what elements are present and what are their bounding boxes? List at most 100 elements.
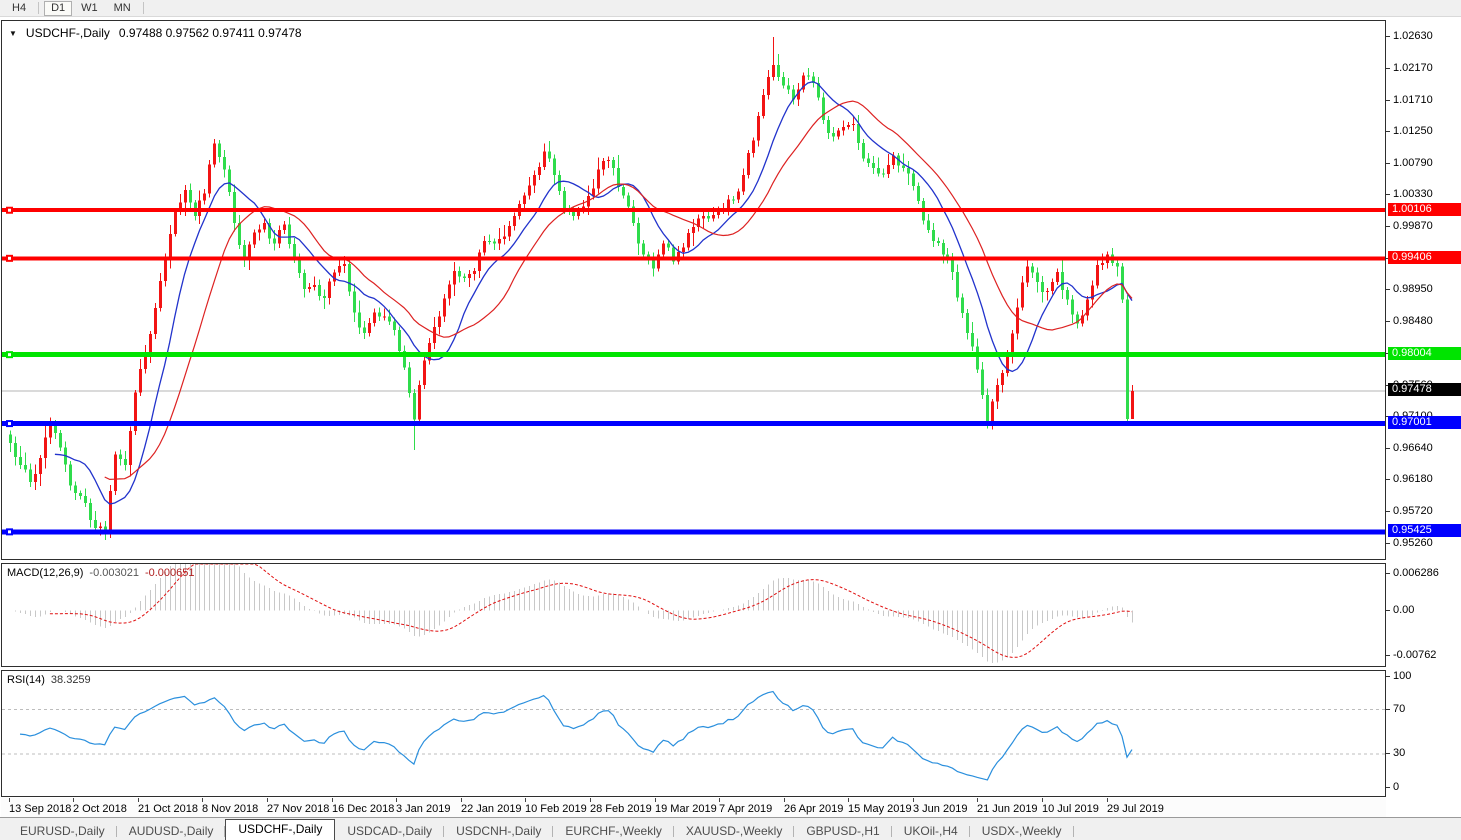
chart-title: ▼ USDCHF-,Daily 0.97488 0.97562 0.97411 … — [9, 26, 302, 40]
date-label-21-oct-2018: 21 Oct 2018 — [138, 803, 198, 815]
chart-area[interactable]: ▼ USDCHF-,Daily 0.97488 0.97562 0.97411 … — [0, 17, 1461, 818]
price-badge-0.97478: 0.97478 — [1388, 383, 1461, 396]
rsi-panel[interactable]: RSI(14) 38.3259 — [1, 670, 1386, 797]
date-label-2-oct-2018: 2 Oct 2018 — [73, 803, 127, 815]
price-chart-canvas[interactable] — [2, 21, 1385, 559]
timeframe-button-d1[interactable]: D1 — [44, 0, 73, 16]
macd-tick-0.00-tick — [1386, 610, 1390, 611]
date-tick-28-feb-2019 — [590, 798, 591, 802]
rsi-tick-30: 30 — [1393, 747, 1406, 759]
date-label-28-feb-2019: 28 Feb 2019 — [590, 803, 652, 815]
date-label-16-dec-2018: 16 Dec 2018 — [332, 803, 395, 815]
price-tick-1.02630-tick — [1386, 36, 1390, 37]
date-tick-7-apr-2019 — [719, 798, 720, 802]
date-label-7-apr-2019: 7 Apr 2019 — [719, 803, 773, 815]
hline-marker-center — [8, 422, 11, 426]
rsi-line — [19, 690, 1133, 781]
hline-0.98004[interactable] — [2, 352, 1385, 358]
hline-1.00106[interactable] — [2, 208, 1385, 213]
chart-symbol-label: USDCHF-,Daily — [25, 26, 110, 40]
date-label-10-feb-2019: 10 Feb 2019 — [525, 803, 587, 815]
timeframe-button-h4[interactable]: H4 — [12, 1, 27, 14]
tab-gbpusd-h1[interactable]: GBPUSD-,H1 — [794, 823, 893, 840]
hline-0.99406[interactable] — [2, 256, 1385, 261]
hline-marker-center — [8, 208, 11, 212]
chart-menu-icon[interactable]: ▼ — [9, 28, 17, 38]
tab-eurusd-daily[interactable]: EURUSD-,Daily — [8, 823, 117, 840]
tab-ukoil-h4[interactable]: UKOil-,H4 — [892, 823, 970, 840]
price-tick-0.99870: 0.99870 — [1393, 220, 1433, 232]
rsi-canvas[interactable] — [2, 671, 1385, 796]
date-label-13-sep-2018: 13 Sep 2018 — [9, 803, 72, 815]
date-label-8-nov-2018: 8 Nov 2018 — [202, 803, 259, 815]
date-tick-15-may-2019 — [848, 798, 849, 802]
date-label-26-apr-2019: 26 Apr 2019 — [784, 803, 844, 815]
macd-value-main: -0.003021 — [89, 567, 139, 579]
hline-0.95425[interactable] — [2, 529, 1385, 535]
rsi-tick-0: 0 — [1393, 781, 1400, 793]
price-badge-0.99406: 0.99406 — [1388, 251, 1461, 264]
macd-name: MACD(12,26,9) — [7, 567, 84, 579]
date-label-19-mar-2019: 19 Mar 2019 — [655, 803, 717, 815]
price-axis[interactable] — [1387, 17, 1461, 798]
date-axis[interactable]: 13 Sep 2018 2 Oct 2018 21 Oct 2018 8 Nov 20… — [1, 798, 1386, 818]
rsi-name: RSI(14) — [7, 674, 45, 686]
macd-tick-0.006286-tick — [1386, 573, 1390, 574]
tab-xauusd-weekly[interactable]: XAUUSD-,Weekly — [674, 823, 795, 840]
price-tick-1.01250-tick — [1386, 131, 1390, 132]
date-tick-22-jan-2019 — [461, 798, 462, 802]
timeframe-button-mn[interactable]: MN — [113, 1, 131, 14]
price-tick-0.95260: 0.95260 — [1393, 537, 1433, 549]
toolbar-separator — [38, 2, 40, 14]
date-tick-21-jun-2019 — [977, 798, 978, 802]
price-tick-1.00330-tick — [1386, 194, 1390, 195]
tab-usdx-weekly[interactable]: USDX-,Weekly — [970, 823, 1074, 840]
date-label-10-jul-2019: 10 Jul 2019 — [1042, 803, 1099, 815]
hline-marker-center — [8, 256, 11, 260]
rsi-tick-70-tick — [1386, 709, 1390, 710]
rsi-tick-100: 100 — [1393, 670, 1412, 682]
price-tick-1.02630: 1.02630 — [1393, 30, 1433, 42]
hline-0.97001[interactable] — [2, 421, 1385, 427]
ma-fast-line — [54, 81, 1133, 505]
price-tick-0.96180-tick — [1386, 479, 1390, 480]
price-tick-0.95260-tick — [1386, 543, 1390, 544]
date-label-27-nov-2018: 27 Nov 2018 — [267, 803, 330, 815]
macd-panel[interactable]: MACD(12,26,9) -0.003021 -0.000651 — [1, 563, 1386, 667]
price-tick-1.02170: 1.02170 — [1393, 62, 1433, 74]
date-tick-8-nov-2018 — [202, 798, 203, 802]
rsi-label: RSI(14) 38.3259 — [7, 674, 91, 686]
price-panel[interactable]: ▼ USDCHF-,Daily 0.97488 0.97562 0.97411 … — [1, 20, 1386, 560]
tab-usdcad-daily[interactable]: USDCAD-,Daily — [335, 823, 444, 840]
price-tick-1.00330: 1.00330 — [1393, 188, 1433, 200]
date-tick-29-jul-2019 — [1107, 798, 1108, 802]
tab-audusd-daily[interactable]: AUDUSD-,Daily — [117, 823, 226, 840]
macd-tick--0.00762: -0.00762 — [1393, 649, 1437, 661]
price-tick-0.96180: 0.96180 — [1393, 473, 1433, 485]
macd-tick-0.006286: 0.006286 — [1393, 567, 1439, 579]
rsi-tick-30-tick — [1386, 753, 1390, 754]
hline-marker-center — [8, 353, 11, 357]
date-tick-16-dec-2018 — [332, 798, 333, 802]
chart-ohlc-values: 0.97488 0.97562 0.97411 0.97478 — [118, 26, 302, 40]
timeframe-button-w1[interactable]: W1 — [81, 1, 98, 14]
date-tick-2-oct-2018 — [73, 798, 74, 802]
date-tick-26-apr-2019 — [784, 798, 785, 802]
macd-tick-0.00: 0.00 — [1393, 604, 1415, 616]
price-tick-1.01710-tick — [1386, 100, 1390, 101]
tab-usdchf-daily[interactable]: USDCHF-,Daily — [225, 819, 336, 840]
tab-eurchf-weekly[interactable]: EURCHF-,Weekly — [553, 823, 675, 840]
price-badge-0.98004: 0.98004 — [1388, 347, 1461, 360]
price-tick-1.01250: 1.01250 — [1393, 125, 1433, 137]
price-tick-0.98950: 0.98950 — [1393, 283, 1433, 295]
price-tick-0.95720: 0.95720 — [1393, 505, 1433, 517]
date-tick-10-feb-2019 — [525, 798, 526, 802]
date-label-21-jun-2019: 21 Jun 2019 — [977, 803, 1038, 815]
chart-tabs: EURUSD-,Daily AUDUSD-,Daily USDCHF-,Daily U… — [0, 817, 1461, 840]
macd-signal-line — [49, 564, 1133, 658]
macd-canvas[interactable] — [2, 564, 1385, 666]
tab-usdcnh-daily[interactable]: USDCNH-,Daily — [444, 823, 554, 840]
price-tick-0.99870-tick — [1386, 226, 1390, 227]
date-tick-19-mar-2019 — [655, 798, 656, 802]
date-label-3-jun-2019: 3 Jun 2019 — [913, 803, 968, 815]
